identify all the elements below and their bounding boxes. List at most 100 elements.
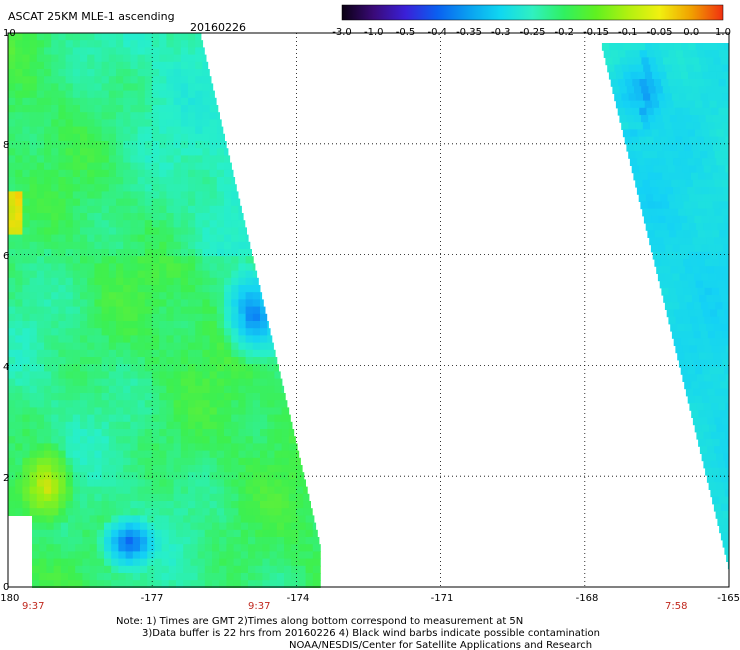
wind-cell <box>152 112 160 120</box>
wind-cell <box>144 328 153 336</box>
wind-cell <box>130 169 139 178</box>
wind-cell <box>137 349 146 358</box>
wind-cell <box>686 331 695 339</box>
wind-cell <box>238 421 247 430</box>
wind-cell <box>118 565 127 574</box>
wind-cell <box>15 357 23 365</box>
wind-cell <box>626 115 635 123</box>
wind-cell <box>116 306 124 315</box>
wind-cell <box>118 544 127 552</box>
wind-cell <box>87 342 95 351</box>
wind-cell <box>245 443 254 452</box>
wind-cell <box>724 518 729 526</box>
wind-cell <box>15 450 23 459</box>
wind-cell <box>224 162 232 171</box>
wind-cell <box>166 141 175 149</box>
wind-cell <box>144 112 153 120</box>
wind-cell <box>202 205 211 214</box>
wind-cell <box>262 544 271 552</box>
wind-cell <box>161 551 170 560</box>
wind-cell <box>94 313 103 322</box>
wind-cell <box>137 162 146 171</box>
wind-cell <box>65 184 74 192</box>
wind-cell <box>22 313 31 322</box>
wind-cell <box>159 342 167 351</box>
wind-cell <box>173 234 182 243</box>
wind-cell <box>46 544 55 552</box>
wind-cell <box>674 194 683 202</box>
wind-cell <box>108 407 117 416</box>
wind-cell <box>224 385 232 394</box>
wind-cell <box>80 256 88 264</box>
wind-cell <box>209 493 218 502</box>
wind-cell <box>123 227 131 236</box>
wind-cell <box>720 115 728 123</box>
wind-cell <box>665 187 674 195</box>
wind-cell <box>101 501 110 509</box>
wind-cell <box>144 133 153 142</box>
wind-cell <box>29 292 38 300</box>
wind-cell <box>39 565 47 574</box>
wind-cell <box>72 349 81 358</box>
wind-cell <box>58 162 67 171</box>
wind-cell <box>692 266 700 274</box>
wind-cell <box>29 285 38 293</box>
wind-cell <box>216 342 225 351</box>
wind-cell <box>702 309 711 318</box>
wind-cell <box>65 407 74 416</box>
wind-cell <box>15 306 23 315</box>
wind-cell <box>144 285 153 293</box>
wind-cell <box>137 105 146 113</box>
wind-cell <box>108 54 117 63</box>
wind-cell <box>216 292 225 300</box>
wind-cell <box>22 241 31 250</box>
wind-cell <box>51 198 59 207</box>
wind-cell <box>190 515 199 524</box>
wind-cell <box>29 97 38 106</box>
wind-cell <box>29 385 38 394</box>
wind-cell <box>687 129 696 138</box>
wind-cell <box>137 90 146 99</box>
wind-cell <box>39 522 47 531</box>
wind-cell <box>8 256 16 264</box>
wind-cell <box>68 573 76 581</box>
wind-cell <box>675 316 684 325</box>
wind-cell <box>15 61 23 70</box>
wind-cell <box>291 573 299 581</box>
wind-cell <box>166 378 175 387</box>
wind-cell <box>51 378 59 387</box>
wind-cell <box>94 40 103 48</box>
wind-cell <box>209 177 218 185</box>
wind-cell <box>65 69 74 77</box>
wind-cell <box>75 558 83 567</box>
wind-cell <box>664 302 673 310</box>
wind-cell <box>22 148 31 156</box>
wind-cell <box>60 522 69 531</box>
wind-cell <box>58 133 67 142</box>
wind-cell <box>173 328 182 336</box>
wind-cell <box>15 313 23 322</box>
wind-cell <box>101 263 110 272</box>
wind-cell <box>180 148 189 156</box>
wind-cell <box>180 83 189 92</box>
wind-cell <box>108 299 117 308</box>
wind-cell <box>176 565 184 574</box>
wind-cell <box>260 385 268 394</box>
wind-cell <box>712 143 721 152</box>
wind-cell <box>703 460 712 469</box>
wind-cell <box>15 342 23 351</box>
wind-cell <box>130 205 139 214</box>
wind-cell <box>245 321 254 329</box>
wind-cell <box>80 321 88 329</box>
wind-cell <box>144 177 153 185</box>
wind-cell <box>22 126 31 135</box>
wind-cell <box>154 529 163 538</box>
wind-cell <box>94 69 103 77</box>
wind-cell <box>209 414 218 423</box>
wind-cell <box>36 241 45 250</box>
wind-cell <box>166 184 175 192</box>
wind-cell <box>22 133 31 142</box>
wind-cell <box>686 64 695 73</box>
wind-cell <box>159 357 167 365</box>
wind-cell <box>689 403 698 411</box>
